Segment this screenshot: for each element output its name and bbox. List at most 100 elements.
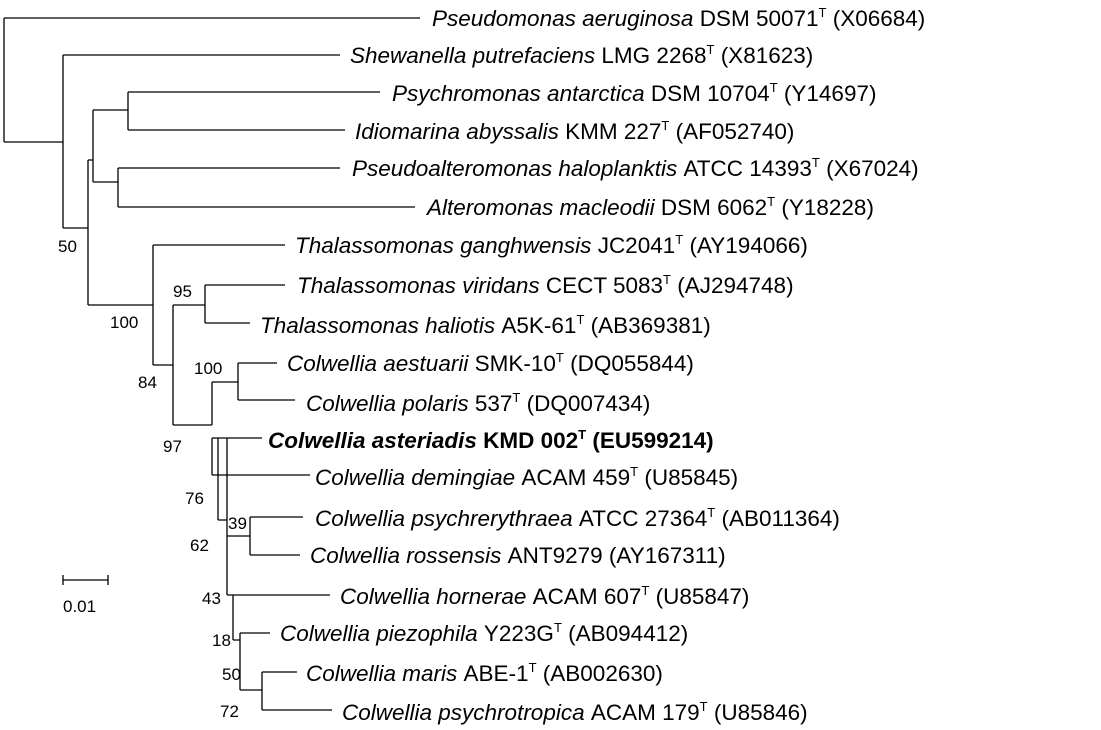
accession-number: (AY167311) [603, 543, 726, 568]
accession-number: (X81623) [714, 43, 813, 68]
type-strain-mark: T [554, 620, 562, 635]
species-name: Alteromonas macleodii [425, 195, 661, 220]
taxon-label: Psychromonas antarctica DSM 10704T (Y146… [392, 80, 876, 106]
strain-id: JC2041 [598, 233, 676, 258]
species-name: Colwellia maris [306, 661, 464, 686]
strain-id: KMD 002 [483, 428, 578, 453]
accession-number: (AB369381) [584, 313, 710, 338]
type-strain-mark: T [512, 390, 520, 405]
branch [226, 555, 330, 640]
branch [3, 17, 420, 142]
strain-id: ACAM 179 [591, 700, 700, 725]
type-strain-mark: T [706, 42, 714, 57]
tree-branches [3, 17, 420, 711]
taxon-label: Pseudomonas aeruginosa DSM 50071T (X0668… [432, 5, 925, 31]
species-name: Psychromonas antarctica [392, 81, 651, 106]
species-name: Idiomarina abyssalis [355, 119, 565, 144]
strain-id: DSM 10704 [651, 81, 770, 106]
species-name: Colwellia psychrotropica [342, 700, 591, 725]
species-name: Thalassomonas ganghwensis [295, 233, 598, 258]
type-strain-mark: T [576, 312, 584, 327]
species-name: Colwellia rossensis [310, 543, 508, 568]
scale-bar: 0.01 [62, 575, 109, 616]
type-strain-mark: T [675, 232, 683, 247]
taxon-label: Pseudoalteromonas haloplanktis ATCC 1439… [352, 155, 919, 181]
taxon-label: Colwellia psychrotropica ACAM 179T (U858… [342, 699, 808, 725]
scale-bar-line [62, 575, 109, 585]
species-name: Colwellia hornerae [340, 584, 533, 609]
type-strain-mark: T [529, 660, 537, 675]
branch [211, 381, 238, 425]
taxon-label: Colwellia aestuarii SMK-10T (DQ055844) [287, 350, 694, 376]
taxon-label: Thalassomonas viridans CECT 5083T (AJ294… [297, 272, 794, 298]
type-strain-mark: T [770, 80, 778, 95]
accession-number: (X67024) [820, 156, 919, 181]
taxon-label: Colwellia demingiae ACAM 459T (U85845) [315, 464, 738, 490]
bootstrap-value: 62 [190, 536, 209, 555]
species-name: Colwellia psychrerythraea [315, 506, 579, 531]
strain-id: ABE-1 [464, 661, 529, 686]
species-name: Colwellia aestuarii [287, 351, 475, 376]
taxon-label: Thalassomonas ganghwensis JC2041T (AY194… [295, 232, 808, 258]
bootstrap-value: 84 [138, 373, 157, 392]
taxon-labels: Pseudomonas aeruginosa DSM 50071T (X0668… [260, 5, 925, 725]
branch [227, 516, 303, 556]
strain-id: ATCC 27364 [579, 506, 707, 531]
bootstrap-value: 43 [202, 589, 221, 608]
bootstrap-value: 72 [220, 702, 239, 721]
taxon-label: Shewanella putrefaciens LMG 2268T (X8162… [350, 42, 813, 68]
scale-bar-label: 0.01 [63, 597, 96, 616]
bootstrap-value: 97 [163, 437, 182, 456]
branch [211, 437, 262, 476]
branch [217, 438, 227, 521]
branch [204, 284, 285, 324]
accession-number: (EU599214) [586, 428, 714, 453]
accession-number: (AB094412) [562, 621, 688, 646]
strain-id: 537 [475, 391, 513, 416]
type-strain-mark: T [819, 5, 827, 20]
strain-id: Y223G [484, 621, 554, 646]
species-name: Colwellia asteriadis [268, 428, 483, 453]
bootstrap-value: 50 [222, 665, 241, 684]
branch [4, 54, 340, 229]
branch [92, 109, 128, 183]
species-name: Shewanella putrefaciens [350, 43, 601, 68]
accession-number: (AB011364) [715, 506, 840, 531]
branch [240, 671, 332, 711]
taxon-label: Colwellia polaris 537T (DQ007434) [306, 390, 650, 416]
strain-id: ACAM 607 [533, 584, 642, 609]
species-name: Pseudoalteromonas haloplanktis [352, 156, 683, 181]
type-strain-mark: T [556, 350, 564, 365]
accession-number: (AF052740) [669, 119, 794, 144]
strain-id: CECT 5083 [546, 273, 663, 298]
accession-number: (Y14697) [778, 81, 877, 106]
strain-id: DSM 6062 [661, 195, 767, 220]
species-name: Thalassomonas haliotis [260, 313, 501, 338]
type-strain-mark: T [661, 118, 669, 133]
strain-id: ATCC 14393 [683, 156, 811, 181]
type-strain-mark: T [707, 505, 715, 520]
taxon-label: Colwellia piezophila Y223GT (AB094412) [280, 620, 688, 646]
branch [117, 167, 415, 208]
type-strain-mark: T [578, 427, 586, 442]
taxon-label: Colwellia psychrerythraea ATCC 27364T (A… [315, 505, 840, 531]
branch [127, 91, 380, 131]
accession-number: (Y18228) [775, 195, 874, 220]
taxon-label: Colwellia rossensis ANT9279 (AY167311) [310, 543, 726, 568]
species-name: Colwellia piezophila [280, 621, 484, 646]
taxon-label: Colwellia hornerae ACAM 607T (U85847) [340, 583, 749, 609]
branch [172, 304, 212, 426]
bootstrap-value: 50 [58, 237, 77, 256]
bootstrap-labels: 50 100 95 84 100 97 76 62 39 43 18 50 72 [58, 237, 247, 721]
type-strain-mark: T [641, 583, 649, 598]
type-strain-mark: T [767, 194, 775, 209]
accession-number: (X06684) [826, 6, 925, 31]
type-strain-mark: T [700, 699, 708, 714]
type-strain-mark: T [812, 155, 820, 170]
species-name: Pseudomonas aeruginosa [432, 6, 700, 31]
strain-id: KMM 227 [565, 119, 661, 144]
accession-number: (AB002630) [537, 661, 663, 686]
taxon-label: Alteromonas macleodii DSM 6062T (Y18228) [425, 194, 874, 220]
accession-number: (AY194066) [683, 233, 808, 258]
